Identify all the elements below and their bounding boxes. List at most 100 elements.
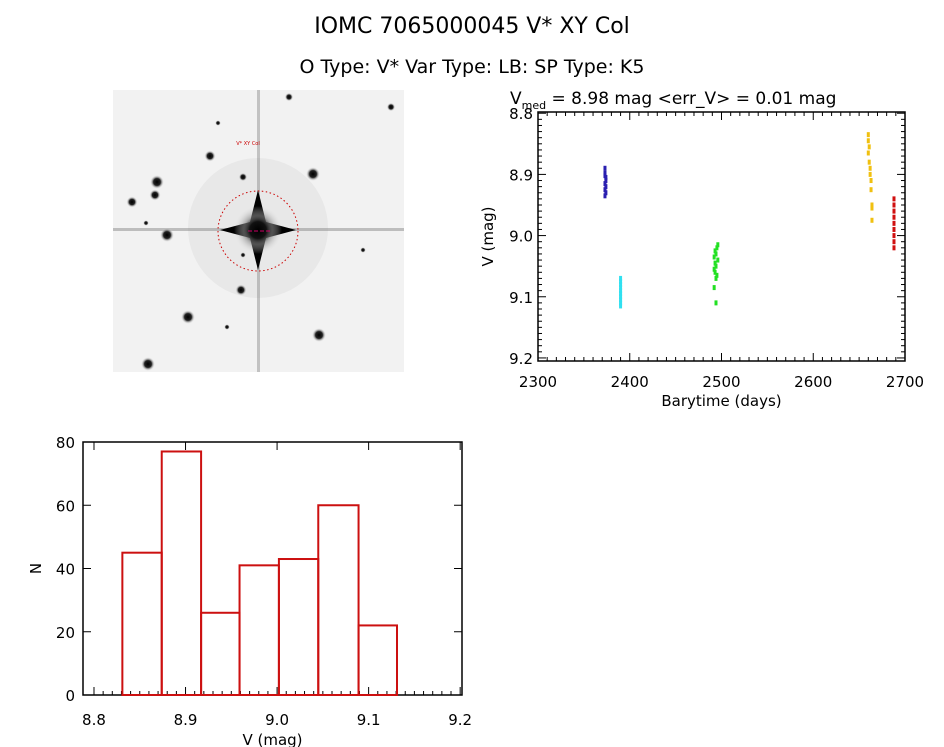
page-subtitle: O Type: V* Var Type: LB: SP Type: K5 <box>299 56 645 78</box>
data-point-blue <box>603 181 607 187</box>
title-v: V <box>510 89 522 109</box>
data-point-cyan <box>619 303 623 309</box>
data-point-yellow <box>868 171 872 177</box>
data-point-red <box>892 226 896 232</box>
x-tick-label: 2400 <box>611 373 649 391</box>
plot-frame <box>82 441 463 696</box>
data-point-green <box>713 269 717 275</box>
field-star <box>240 252 246 258</box>
data-point-green <box>716 257 720 263</box>
y-tick-label: 9.0 <box>509 228 533 246</box>
data-point-blue <box>604 174 608 180</box>
data-point-green <box>712 266 716 272</box>
data-point-cyan <box>619 291 623 297</box>
x-axis-label: V (mag) <box>242 731 302 747</box>
y-tick-label: 40 <box>56 561 75 579</box>
data-point-yellow <box>869 187 873 193</box>
y-tick-label: 20 <box>56 624 75 642</box>
data-point-blue <box>604 184 608 190</box>
field-star <box>360 247 366 253</box>
data-point-red <box>892 239 896 245</box>
y-tick-label: 0 <box>65 687 75 705</box>
data-point-green <box>714 263 718 269</box>
field-star <box>150 175 164 189</box>
field-star <box>312 328 326 342</box>
data-point-blue <box>604 178 608 184</box>
field-star <box>386 102 396 112</box>
field-star <box>141 357 155 371</box>
field-star <box>215 120 221 126</box>
data-point-yellow <box>869 178 873 184</box>
data-point-cyan <box>619 300 623 306</box>
data-point-red <box>892 220 896 226</box>
data-point-red <box>892 208 896 214</box>
data-point-yellow <box>867 159 871 165</box>
data-point-green <box>713 248 717 254</box>
title-subscript: med <box>522 99 546 112</box>
data-point-red <box>892 214 896 220</box>
data-point-red <box>892 196 896 202</box>
title-text: = 8.98 mag <err_V> = 0.01 mag <box>546 89 836 109</box>
histogram-bar <box>357 624 399 696</box>
chart-title: Vmed = 8.98 mag <err_V> = 0.01 mag <box>510 89 836 112</box>
x-tick-label: 9.2 <box>448 711 472 729</box>
x-tick-label: 9.0 <box>265 711 289 729</box>
data-point-yellow <box>870 217 874 223</box>
data-point-green <box>714 275 718 281</box>
data-point-cyan <box>619 278 623 284</box>
data-point-yellow <box>866 150 870 156</box>
histogram-bar <box>238 564 280 697</box>
y-tick-label: 8.9 <box>509 166 533 184</box>
data-point-green <box>714 251 718 257</box>
x-tick-label: 8.8 <box>82 711 106 729</box>
data-point-cyan <box>619 275 623 281</box>
y-axis-label: V (mag) <box>479 206 497 266</box>
histogram-bar <box>160 450 203 696</box>
field-star <box>306 167 320 181</box>
histogram-bar <box>121 551 163 696</box>
light-curve-chart: 2300 2400 2500 2600 2700 8.8 8.9 9.0 9.1 9.2 Baryt… <box>479 89 924 410</box>
field-star <box>224 324 230 330</box>
data-point-blue <box>604 190 608 196</box>
target-label: V* XY Col <box>236 141 260 147</box>
data-point-green <box>716 242 720 248</box>
x-tick-label: 2300 <box>519 373 557 391</box>
data-point-yellow <box>866 138 870 144</box>
y-axis-label: N <box>27 563 45 574</box>
data-point-yellow <box>870 202 874 208</box>
data-point-yellow <box>867 144 871 150</box>
data-point-cyan <box>619 288 623 294</box>
data-point-cyan <box>619 282 623 288</box>
field-star <box>238 172 248 182</box>
field-star <box>181 310 195 324</box>
field-star <box>149 189 161 201</box>
field-star <box>284 92 294 102</box>
data-point-red <box>892 233 896 239</box>
x-tick-label: 2700 <box>886 373 924 391</box>
data-point-red <box>892 245 896 251</box>
data-point-green <box>714 300 718 306</box>
y-tick-label: 9.1 <box>509 289 533 307</box>
data-point-cyan <box>619 297 623 303</box>
data-point-blue <box>603 165 607 171</box>
data-point-red <box>892 202 896 208</box>
data-point-green <box>712 254 716 260</box>
x-tick-label: 2600 <box>794 373 832 391</box>
page-title: IOMC 7065000045 V* XY Col <box>314 14 630 39</box>
data-point-green <box>713 260 717 266</box>
data-point-yellow <box>866 132 870 138</box>
y-tick-label: 9.2 <box>509 350 533 368</box>
data-point-green <box>715 245 719 251</box>
x-tick-label: 9.1 <box>357 711 381 729</box>
data-point-blue <box>603 187 607 193</box>
histogram-chart: 8.8 8.9 9.0 9.1 9.2 0 20 40 60 80 V (mag) N <box>27 434 472 747</box>
data-point-green <box>715 272 719 278</box>
histogram-bar <box>317 504 360 696</box>
field-star <box>204 150 216 162</box>
y-tick-label: 8.8 <box>509 105 533 123</box>
x-tick-label: 2500 <box>702 373 740 391</box>
field-star <box>160 228 174 242</box>
data-point-green <box>712 285 716 291</box>
